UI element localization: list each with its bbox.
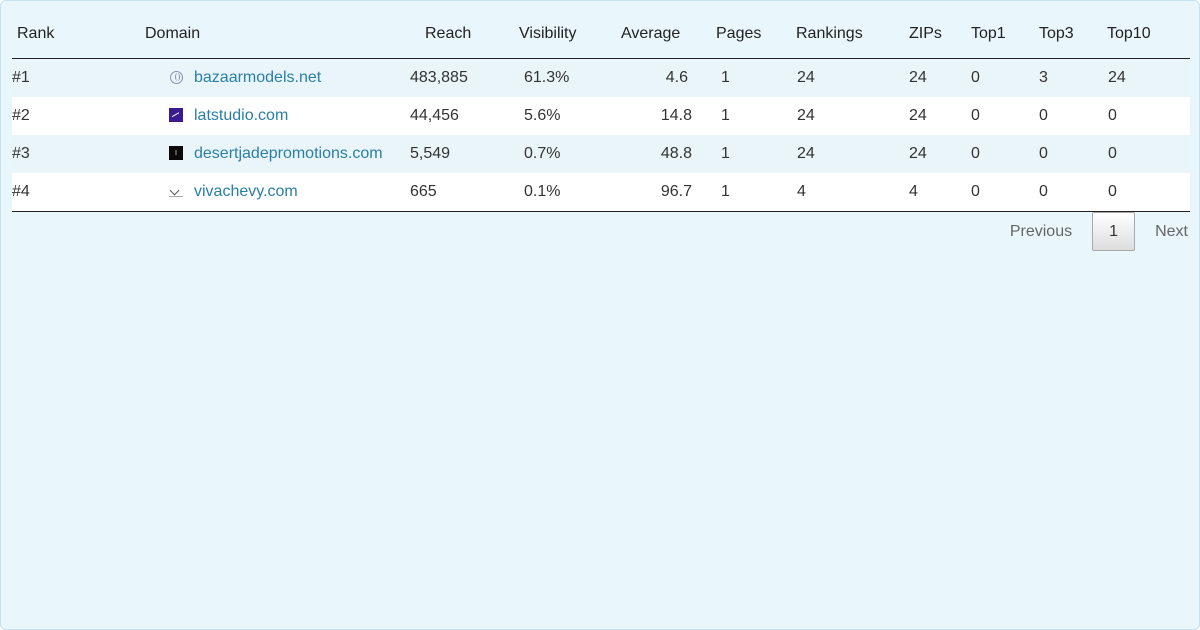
rankings-cell: 24 bbox=[797, 107, 815, 124]
top10-cell: 0 bbox=[1108, 107, 1117, 124]
column-header-rankings[interactable]: Rankings bbox=[791, 13, 901, 59]
domain-cell: vivachevy.com bbox=[90, 173, 410, 212]
chevron-favicon-icon bbox=[169, 184, 183, 198]
domain-link[interactable]: latstudio.com bbox=[194, 107, 289, 124]
top3-cell: 0 bbox=[1039, 145, 1048, 162]
domain-link[interactable]: desertjadepromotions.com bbox=[194, 145, 383, 162]
visibility-cell: 0.1% bbox=[517, 173, 616, 212]
domain-link[interactable]: vivachevy.com bbox=[194, 183, 298, 200]
table-row: #2 latstudio.com 44,456 5.6% 14.8 1 24 2… bbox=[12, 97, 1190, 135]
pages-cell: 1 bbox=[721, 107, 730, 124]
top1-cell: 0 bbox=[971, 69, 980, 86]
column-header-top1[interactable]: Top1 bbox=[963, 13, 1031, 59]
column-header-pages[interactable]: Pages bbox=[711, 13, 791, 59]
rank-cell: #2 bbox=[12, 107, 30, 124]
column-header-top10[interactable]: Top10 bbox=[1099, 13, 1190, 59]
rank-cell: #1 bbox=[12, 69, 30, 86]
rank-cell: #4 bbox=[12, 173, 90, 212]
page-1-button[interactable]: 1 bbox=[1092, 212, 1136, 251]
top10-cell: 24 bbox=[1108, 69, 1126, 86]
visibility-cell: 0.7% bbox=[524, 145, 561, 162]
domain-link[interactable]: bazaarmodels.net bbox=[194, 69, 322, 86]
top1-cell: 0 bbox=[971, 145, 980, 162]
reach-cell: 44,456 bbox=[410, 107, 459, 124]
table-row: #4 vivachevy.com 665 0.1% 96.7 1 4 4 0 0… bbox=[12, 173, 1190, 212]
top10-cell: 0 bbox=[1108, 145, 1117, 162]
purple-chart-favicon-icon bbox=[169, 108, 183, 122]
top3-cell: 3 bbox=[1039, 69, 1048, 86]
column-header-zips[interactable]: ZIPs bbox=[901, 13, 963, 59]
column-header-visibility[interactable]: Visibility bbox=[517, 13, 616, 59]
visibility-cell: 5.6% bbox=[524, 107, 561, 124]
table-row: #1 bazaarmodels.net 483,885 61.3% 4.6 1 … bbox=[12, 58, 1190, 98]
rank-cell: #3 bbox=[12, 145, 30, 162]
column-header-top3[interactable]: Top3 bbox=[1031, 13, 1099, 59]
rankings-cell: 4 bbox=[791, 173, 901, 212]
average-cell: 96.7 bbox=[616, 173, 711, 212]
average-cell: 4.6 bbox=[665, 69, 688, 86]
pages-cell: 1 bbox=[721, 145, 730, 162]
previous-button[interactable]: Previous bbox=[1009, 222, 1073, 240]
zips-cell: 24 bbox=[909, 107, 927, 124]
reach-cell: 483,885 bbox=[410, 69, 468, 86]
zips-cell: 24 bbox=[909, 69, 927, 86]
top10-cell: 0 bbox=[1099, 173, 1190, 212]
average-cell: 14.8 bbox=[660, 107, 692, 124]
table-row: #3 desertjadepromotions.com 5,549 0.7% 4… bbox=[12, 135, 1190, 173]
domain-cell: desertjadepromotions.com bbox=[90, 135, 410, 173]
table-header-row: Rank Domain Reach Visibility Average Pag… bbox=[12, 13, 1190, 59]
pagination: Previous 1 Next bbox=[1010, 212, 1188, 251]
globe-icon bbox=[170, 71, 183, 84]
top3-cell: 0 bbox=[1039, 107, 1048, 124]
rankings-table: Rank Domain Reach Visibility Average Pag… bbox=[12, 13, 1190, 212]
pages-cell: 1 bbox=[711, 173, 791, 212]
top1-cell: 0 bbox=[971, 107, 980, 124]
column-header-rank[interactable]: Rank bbox=[12, 13, 90, 59]
top3-cell: 0 bbox=[1031, 173, 1099, 212]
average-cell: 48.8 bbox=[660, 145, 692, 162]
rankings-cell: 24 bbox=[797, 145, 815, 162]
column-header-average[interactable]: Average bbox=[616, 13, 711, 59]
zips-cell: 24 bbox=[909, 145, 927, 162]
domain-cell: bazaarmodels.net bbox=[90, 59, 410, 98]
top1-cell: 0 bbox=[963, 173, 1031, 212]
column-header-reach[interactable]: Reach bbox=[410, 13, 517, 59]
rankings-cell: 24 bbox=[797, 69, 815, 86]
next-button[interactable]: Next bbox=[1155, 222, 1188, 240]
column-header-domain[interactable]: Domain bbox=[90, 13, 410, 59]
zips-cell: 4 bbox=[901, 173, 963, 212]
black-square-favicon-icon bbox=[169, 146, 183, 160]
domain-cell: latstudio.com bbox=[90, 97, 410, 135]
reach-cell: 665 bbox=[410, 173, 517, 212]
pages-cell: 1 bbox=[721, 69, 730, 86]
visibility-cell: 61.3% bbox=[524, 69, 570, 86]
reach-cell: 5,549 bbox=[410, 145, 451, 162]
